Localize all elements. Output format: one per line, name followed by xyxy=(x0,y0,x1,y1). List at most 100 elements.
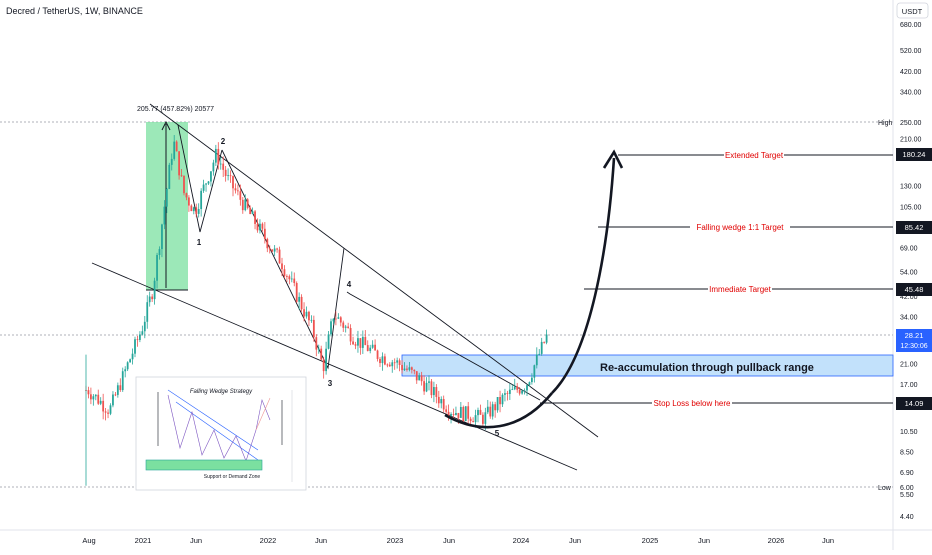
candle-body xyxy=(136,339,139,341)
candle-body xyxy=(366,345,369,351)
candle-body xyxy=(450,414,452,416)
wedge-target-badge[interactable] xyxy=(896,221,932,234)
candle-body xyxy=(494,404,497,411)
candle-body xyxy=(469,418,472,422)
wave-label-2: 2 xyxy=(221,137,226,146)
candle-body xyxy=(428,381,430,383)
candle-body xyxy=(129,359,131,363)
candle-body xyxy=(158,249,161,255)
candle-body xyxy=(259,223,261,231)
price-tick-label: 10.50 xyxy=(900,429,918,436)
candle-body xyxy=(508,389,511,394)
candle-body xyxy=(200,190,203,210)
price-tick-label: 69.00 xyxy=(900,245,918,252)
candle-body xyxy=(205,183,207,185)
wave-label-4: 4 xyxy=(347,280,352,289)
candle-body xyxy=(467,406,470,419)
candle-body xyxy=(239,191,242,200)
falling-wedge-inset[interactable]: Falling Wedge Strategy Support or Demand… xyxy=(135,376,307,491)
immediate-target-badge[interactable] xyxy=(896,283,932,296)
candle-body xyxy=(464,406,467,421)
candle-body xyxy=(246,199,249,208)
wedge-target-badge-label: 85.42 xyxy=(905,223,924,232)
candle-body xyxy=(462,406,465,421)
extended-target-badge[interactable] xyxy=(896,148,932,161)
candle-body xyxy=(312,319,315,338)
candle-body xyxy=(459,406,462,418)
wedge-upper-trendline[interactable] xyxy=(149,103,599,438)
candle-body xyxy=(195,207,198,214)
inset-support-zone xyxy=(145,459,263,471)
price-tick-label: 17.00 xyxy=(900,382,918,389)
price-axis[interactable] xyxy=(893,0,932,550)
price-tick-label: 21.00 xyxy=(900,361,918,368)
candle-body xyxy=(219,163,222,165)
candle-body xyxy=(90,394,92,400)
chart-title: Decred / TetherUS, 1W, BINANCE xyxy=(6,6,143,16)
time-tick-label: 2022 xyxy=(260,536,277,545)
time-tick-label: Jun xyxy=(190,536,202,545)
wave-zigzag-1[interactable] xyxy=(177,124,223,233)
candle-body xyxy=(143,321,146,332)
wedge-target-label: Falling wedge 1:1 Target xyxy=(696,223,784,232)
wedge-target-label-bg xyxy=(690,221,790,232)
candle-body xyxy=(286,276,288,277)
stop-loss-badge[interactable] xyxy=(896,397,932,410)
candle-body xyxy=(278,249,281,264)
inset-lower-line xyxy=(175,401,259,461)
candle-body xyxy=(229,175,232,177)
candle-body xyxy=(207,181,210,184)
low-label: Low xyxy=(878,485,892,492)
candle-body xyxy=(266,238,269,249)
wave-zigzag-4[interactable] xyxy=(346,291,541,401)
candle-body xyxy=(131,353,134,360)
candle-body xyxy=(97,394,100,404)
candle-body xyxy=(327,334,330,349)
wave-label-1: 1 xyxy=(197,238,202,247)
price-tick-label: 520.00 xyxy=(900,48,922,55)
candle-body xyxy=(445,409,448,412)
candle-body xyxy=(315,337,318,350)
candle-body xyxy=(276,248,278,250)
candle-body xyxy=(423,381,425,392)
candle-body xyxy=(116,385,119,395)
rally-measure-label: 205.77 (457.82%) 20577 xyxy=(137,106,214,113)
candle-body xyxy=(222,163,225,170)
candle-body xyxy=(288,276,291,280)
candle-body xyxy=(342,322,345,328)
price-tick-label: 8.50 xyxy=(900,450,914,457)
price-tick-label: 680.00 xyxy=(900,22,922,29)
candle-body xyxy=(232,176,234,189)
candle-body xyxy=(401,364,403,371)
candle-body xyxy=(425,382,428,392)
candle-body xyxy=(273,248,276,252)
candle-body xyxy=(398,360,401,365)
candle-body xyxy=(119,385,122,391)
time-tick-label: 2026 xyxy=(768,536,785,545)
candle-body xyxy=(442,399,445,410)
extended-target-label-bg xyxy=(724,149,784,160)
candle-body xyxy=(511,389,514,391)
candle-body xyxy=(121,371,124,391)
candle-body xyxy=(141,331,144,335)
price-tick-label: 34.00 xyxy=(900,314,918,321)
candle-body xyxy=(364,336,367,346)
candle-body xyxy=(489,406,492,417)
price-axis-ticks: 680.00 520.00 420.00 340.00 210.00 130.00 105.… xyxy=(900,22,922,521)
inset-support-label: Support or Demand Zone xyxy=(204,474,261,480)
candle-body xyxy=(303,309,305,317)
time-tick-label: Jun xyxy=(569,536,581,545)
candle-body xyxy=(332,318,335,322)
wedge-lower-trendline[interactable] xyxy=(91,262,578,471)
plot-area[interactable] xyxy=(0,0,893,530)
projected-breakout-path[interactable] xyxy=(551,157,616,394)
candle-body xyxy=(457,413,460,418)
candle-series[interactable] xyxy=(85,135,548,486)
current-price-badge[interactable] xyxy=(896,329,932,352)
candle-body xyxy=(293,278,296,284)
candle-body xyxy=(526,385,528,391)
candle-body xyxy=(479,409,482,415)
currency-button[interactable] xyxy=(896,2,929,19)
rounded-bottom-curve[interactable] xyxy=(444,392,554,429)
